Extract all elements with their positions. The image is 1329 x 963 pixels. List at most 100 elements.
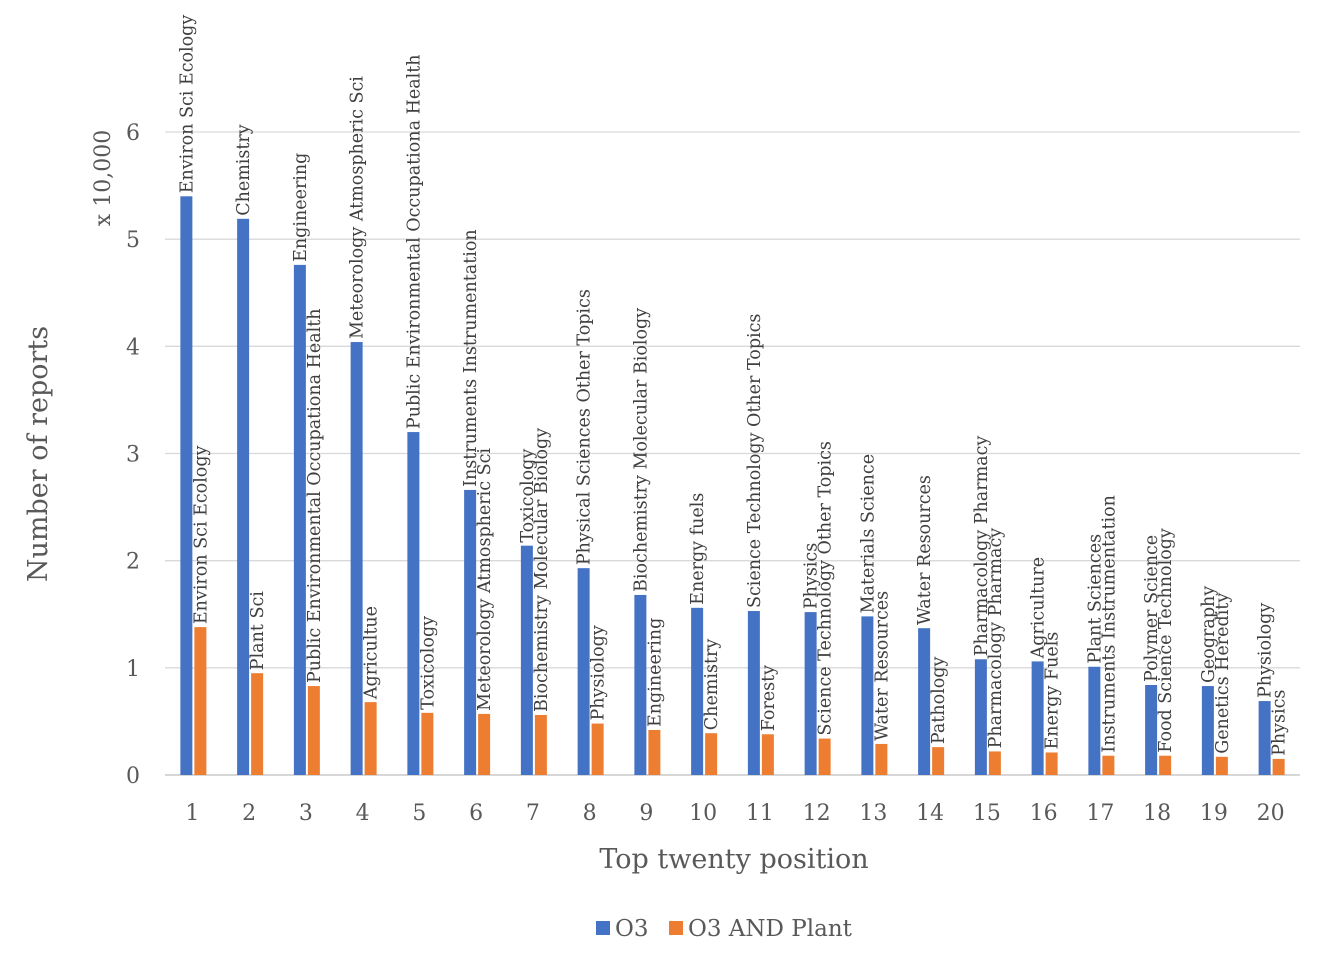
bar-o3: [293, 264, 306, 775]
bar-o3: [804, 612, 817, 775]
bar-label-o3-and-plant: Agricultue: [362, 606, 382, 700]
bar-o3: [918, 628, 931, 775]
bar-label-o3-and-plant: Physiology: [589, 625, 609, 720]
bar-o3-and-plant: [251, 673, 264, 775]
bars: [180, 196, 1285, 776]
bar-o3: [1201, 686, 1214, 775]
bar-o3: [861, 616, 874, 775]
bar-o3: [974, 659, 987, 775]
bar-label-o3: Physiology: [1256, 603, 1276, 698]
x-tick-label: 3: [299, 801, 313, 826]
x-tick-label: 4: [356, 801, 370, 826]
bar-o3-and-plant: [307, 686, 320, 775]
bar-label-o3-and-plant: Physics: [1270, 690, 1290, 756]
gridlines: [165, 131, 1300, 776]
x-tick-label: 17: [1086, 801, 1114, 826]
x-tick-label: 1: [185, 801, 199, 826]
bar-label-o3: Energy fuels: [688, 493, 708, 605]
bar-o3-and-plant: [1045, 752, 1058, 775]
x-tick-label: 10: [689, 801, 717, 826]
bar-label-o3-and-plant: Meteorology Atmospheric Sci: [475, 448, 495, 711]
bar-o3-and-plant: [478, 713, 491, 775]
bar-label-o3-and-plant: Public Environmental Occupationa Health: [305, 308, 325, 683]
bar-o3: [577, 568, 590, 775]
bar-label-o3-and-plant: Science Technology Other Topics: [816, 441, 836, 735]
bar-label-o3-and-plant: Biochemistry Molecular Biology: [532, 428, 552, 712]
bar-o3: [1088, 666, 1101, 775]
bar-label-o3: Materials Science: [858, 454, 878, 613]
bar-labels: Environ Sci Ecology Environ Sci Ecology Ch…: [177, 15, 1289, 756]
bar-label-o3-and-plant: Plant Sci: [248, 591, 268, 670]
bar-label-o3: Science Technology Other Topics: [745, 314, 765, 608]
bar-o3-and-plant: [1272, 758, 1285, 775]
bar-label-o3: Toxicology: [518, 449, 538, 543]
bar-o3: [464, 489, 477, 775]
bar-o3-and-plant: [875, 743, 888, 775]
x-tick-label: 16: [1030, 801, 1058, 826]
y-axis-title: Number of reports: [23, 326, 54, 582]
bar-o3: [407, 432, 420, 775]
x-tick-label: 8: [583, 801, 597, 826]
bar-label-o3: Pharmacology Pharmacy: [972, 436, 992, 657]
x-tick-label: 15: [973, 801, 1001, 826]
bar-label-o3: Physical Sciences Other Topics: [575, 289, 595, 565]
bar-o3-and-plant: [932, 747, 945, 775]
legend-label-o3: O3: [615, 916, 649, 942]
x-tick-label: 9: [639, 801, 653, 826]
bar-o3-and-plant: [194, 627, 207, 775]
bar-label-o3: Water Resources: [915, 475, 935, 625]
bar-o3: [180, 196, 193, 776]
bar-label-o3: Biochemistry Molecular Biology: [631, 308, 651, 592]
y-tick-label: 1: [126, 657, 140, 682]
y-tick-label: 3: [126, 443, 140, 468]
bar-label-o3-and-plant: Genetics Heredity: [1213, 593, 1233, 754]
bar-label-o3-and-plant: Toxicology: [418, 616, 438, 710]
x-tick-label: 7: [526, 801, 540, 826]
y-tick-label: 2: [126, 550, 140, 575]
x-axis-title: Top twenty position: [599, 844, 868, 875]
x-axis-ticks: 1 2 3 4 5 6 7 8 9 10 11 12 13 14 15 16 17 18 19 20: [185, 801, 1284, 826]
bar-label-o3: Polymer Science: [1142, 535, 1162, 682]
y-tick-label: 5: [126, 228, 140, 253]
bar-label-o3: Meteorology Atmospheric Sci: [348, 76, 368, 339]
bar-o3: [1258, 701, 1271, 775]
y-tick-label: 4: [126, 335, 140, 360]
y-unit-label: x 10,000: [91, 130, 116, 226]
bar-o3: [350, 342, 363, 775]
x-tick-label: 5: [412, 801, 426, 826]
bar-label-o3: Plant Sciences: [1085, 534, 1105, 664]
bar-o3-and-plant: [705, 733, 718, 775]
bar-o3: [634, 594, 647, 775]
bar-label-o3-and-plant: Chemistry: [702, 639, 722, 731]
legend-swatch-o3: [596, 921, 610, 935]
bar-o3-and-plant: [364, 702, 377, 775]
bar-o3-and-plant: [534, 714, 547, 775]
bar-o3: [237, 218, 250, 775]
x-tick-label: 20: [1257, 801, 1285, 826]
bar-label-o3-and-plant: Pharmacology Pharmacy: [986, 528, 1006, 749]
bar-o3-and-plant: [761, 734, 774, 775]
y-tick-label: 6: [126, 121, 140, 146]
bar-o3: [747, 611, 760, 775]
x-tick-label: 13: [859, 801, 887, 826]
bar-label-o3: Instruments Instrumentation: [461, 229, 481, 487]
bar-label-o3-and-plant: Engineering: [645, 618, 665, 727]
bar-o3-and-plant: [1102, 755, 1115, 775]
bar-label-o3-and-plant: Environ Sci Ecology: [191, 445, 211, 624]
bar-label-o3-and-plant: Water Resources: [872, 591, 892, 741]
bar-label-o3-and-plant: Foresty: [759, 665, 779, 731]
legend: O3 O3 AND Plant: [596, 916, 853, 942]
bar-label-o3: Agriculture: [1029, 557, 1049, 660]
bar-o3-and-plant: [818, 738, 831, 775]
x-tick-label: 19: [1200, 801, 1228, 826]
x-tick-label: 18: [1143, 801, 1171, 826]
bar-o3: [691, 607, 704, 775]
bar-o3-and-plant: [1159, 755, 1172, 775]
bar-label-o3: Chemistry: [234, 124, 254, 216]
bar-label-o3-and-plant: Energy Fuels: [1043, 632, 1063, 750]
bar-label-o3-and-plant: Food Science Technology: [1156, 528, 1176, 753]
bar-label-o3-and-plant: Pathology: [929, 657, 949, 745]
bar-o3-and-plant: [1215, 756, 1228, 775]
legend-label-o3-and-plant: O3 AND Plant: [688, 916, 853, 942]
